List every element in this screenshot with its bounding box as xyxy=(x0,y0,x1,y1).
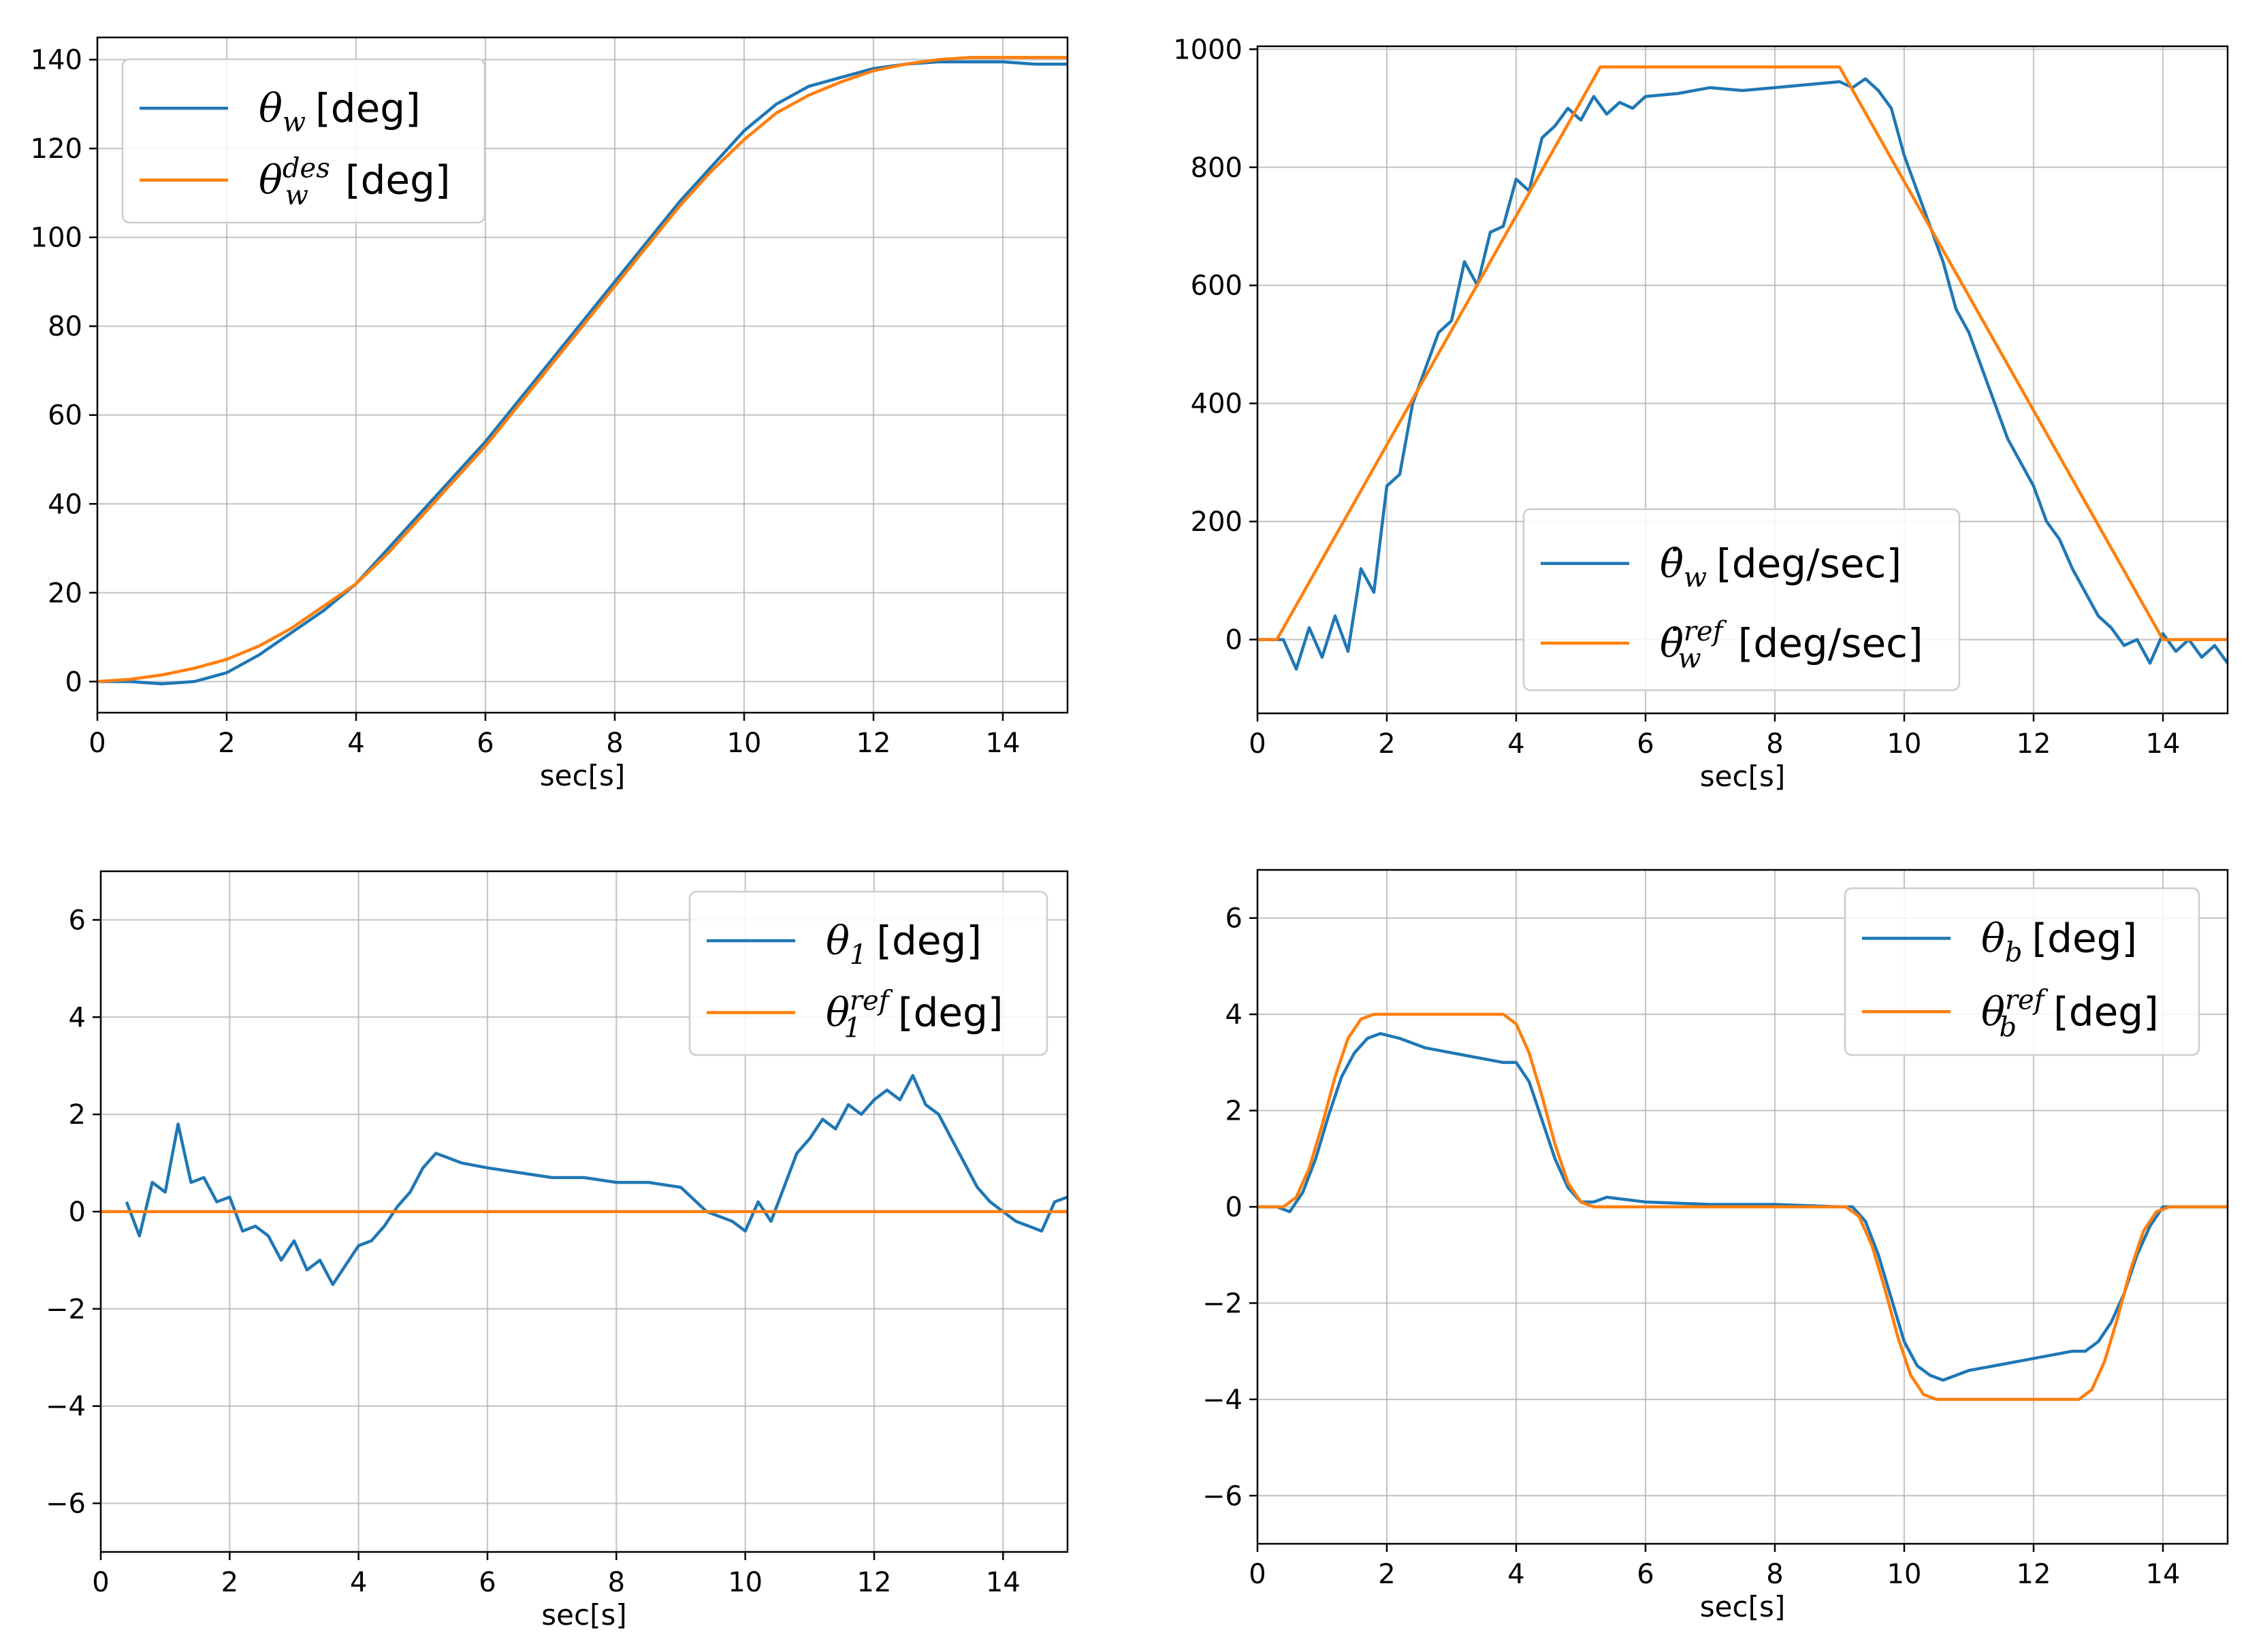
x-tick-label: 0 xyxy=(92,1567,109,1598)
x-tick-label: 14 xyxy=(2146,728,2181,760)
y-tick-label: −4 xyxy=(46,1391,86,1423)
x-tick-label: 8 xyxy=(606,728,623,759)
y-tick-label: 600 xyxy=(1191,270,1242,302)
x-tick-label: 12 xyxy=(857,1567,892,1598)
x-tick-label: 6 xyxy=(479,1567,496,1598)
x-tick-label: 4 xyxy=(1507,728,1524,760)
x-tick-label: 2 xyxy=(1378,728,1395,760)
legend: θ̇w [deg/sec] θ̇ref w [deg/sec] xyxy=(1522,508,1961,692)
x-tick-label: 6 xyxy=(1637,1559,1654,1590)
y-tick-label: −2 xyxy=(46,1294,86,1325)
chart-theta-b: 0 2 4 6 8 10 12 14 −6 −4 −2 0 2 4 6 sec[s] θb [deg] θref b[… xyxy=(1202,869,2229,1623)
y-tick-label: 0 xyxy=(1225,625,1242,656)
x-tick-label: 12 xyxy=(856,728,891,759)
y-tick-label: 0 xyxy=(65,666,82,698)
legend-frame xyxy=(688,890,1048,1056)
legend-label: θref 1 [deg] xyxy=(826,986,1004,1044)
x-tick-label: 14 xyxy=(2146,1559,2181,1590)
legend-label: θ̇ref w [deg/sec] xyxy=(1660,616,1923,675)
y-tick-label: 2 xyxy=(1225,1096,1242,1127)
y-tick-label: 0 xyxy=(69,1197,86,1228)
legend-label: θref b [deg] xyxy=(1981,984,2159,1043)
x-tick-label: 12 xyxy=(2017,1559,2051,1590)
y-tick-label: 400 xyxy=(1191,389,1242,420)
plot-frame xyxy=(96,36,1069,714)
x-tick-label: 8 xyxy=(1766,1559,1783,1590)
x-tick-label: 10 xyxy=(728,1567,763,1598)
y-tick-label: 1000 xyxy=(1173,34,1242,65)
legend-frame xyxy=(1522,508,1961,692)
x-tick-label: 0 xyxy=(1249,1559,1266,1590)
x-axis-title: sec[s] xyxy=(1700,1590,1785,1623)
x-tick-label: 4 xyxy=(1507,1559,1524,1590)
y-tick-label: 0 xyxy=(1225,1192,1242,1223)
x-axis-title: sec[s] xyxy=(540,759,625,792)
series-line-measured xyxy=(125,1073,1068,1286)
y-tick-label: 40 xyxy=(48,489,82,520)
y-tick-label: 4 xyxy=(69,1002,86,1033)
legend: θb [deg] θref b [deg] xyxy=(1844,887,2200,1056)
x-tick-label: 10 xyxy=(1887,728,1922,760)
y-tick-label: 6 xyxy=(1225,903,1242,935)
y-tick-label: 200 xyxy=(1191,506,1242,538)
y-tick-label: 4 xyxy=(1225,999,1242,1031)
y-tick-label: 120 xyxy=(31,133,82,165)
series-line-measured xyxy=(1257,1032,2228,1382)
x-tick-label: 14 xyxy=(986,728,1021,759)
legend-label: θb [deg] xyxy=(1981,916,2137,969)
y-tick-label: 20 xyxy=(48,578,82,609)
series-line-reference xyxy=(97,56,1068,683)
legend-label: θ̇w [deg/sec] xyxy=(1660,540,1902,594)
x-tick-label: 4 xyxy=(347,728,364,759)
y-tick-label: −6 xyxy=(46,1489,86,1520)
x-tick-label: 8 xyxy=(608,1567,625,1598)
series-line-measured xyxy=(1257,77,2228,671)
x-axis-title: sec[s] xyxy=(541,1598,626,1632)
chart-theta-w-dot: 0 2 4 6 8 10 12 14 0 200 400 600 800 1000 sec[s] θ̇w [de… xyxy=(1173,34,2229,793)
y-tick-label: 2 xyxy=(69,1099,86,1131)
x-tick-label: 2 xyxy=(1378,1559,1395,1590)
legend-label: θw [deg] xyxy=(259,85,421,138)
legend: θw [deg] θdes w [deg] xyxy=(121,58,486,224)
x-axis-title: sec[s] xyxy=(1700,760,1785,793)
x-tick-label: 6 xyxy=(477,728,494,759)
legend-label: θdes w [deg] xyxy=(259,153,451,212)
legend: θ1 [deg] θref 1 [deg] xyxy=(688,890,1048,1056)
y-tick-label: 140 xyxy=(31,45,82,76)
y-tick-label: 60 xyxy=(48,400,82,432)
y-tick-label: −6 xyxy=(1202,1480,1242,1512)
x-tick-label: 0 xyxy=(1249,728,1266,760)
legend-frame xyxy=(121,58,486,224)
series-line-reference xyxy=(1257,1012,2228,1402)
plot-frame xyxy=(1256,45,2229,715)
legend-label: θ1 [deg] xyxy=(826,918,982,971)
x-tick-label: 10 xyxy=(727,728,762,759)
x-tick-label: 12 xyxy=(2017,728,2051,760)
x-tick-label: 10 xyxy=(1887,1559,1922,1590)
x-tick-label: 8 xyxy=(1766,728,1783,760)
y-tick-label: 80 xyxy=(48,311,82,342)
x-tick-label: 4 xyxy=(350,1567,367,1598)
x-tick-label: 0 xyxy=(89,728,106,759)
y-tick-label: −4 xyxy=(1202,1384,1242,1416)
y-tick-label: 100 xyxy=(31,223,82,254)
chart-theta-1: 0 2 4 6 8 10 12 14 −6 −4 −2 0 2 4 6 sec[s] θ1 [deg] θref 1[… xyxy=(46,870,1069,1632)
x-tick-label: 2 xyxy=(221,1567,238,1598)
legend-frame xyxy=(1844,887,2200,1056)
x-tick-label: 14 xyxy=(986,1567,1021,1598)
y-tick-label: 800 xyxy=(1191,152,1242,184)
y-tick-label: −2 xyxy=(1202,1288,1242,1319)
y-tick-label: 6 xyxy=(69,905,86,936)
series-line-reference xyxy=(1257,65,2228,641)
x-tick-label: 6 xyxy=(1637,728,1654,760)
x-tick-label: 2 xyxy=(218,728,235,759)
